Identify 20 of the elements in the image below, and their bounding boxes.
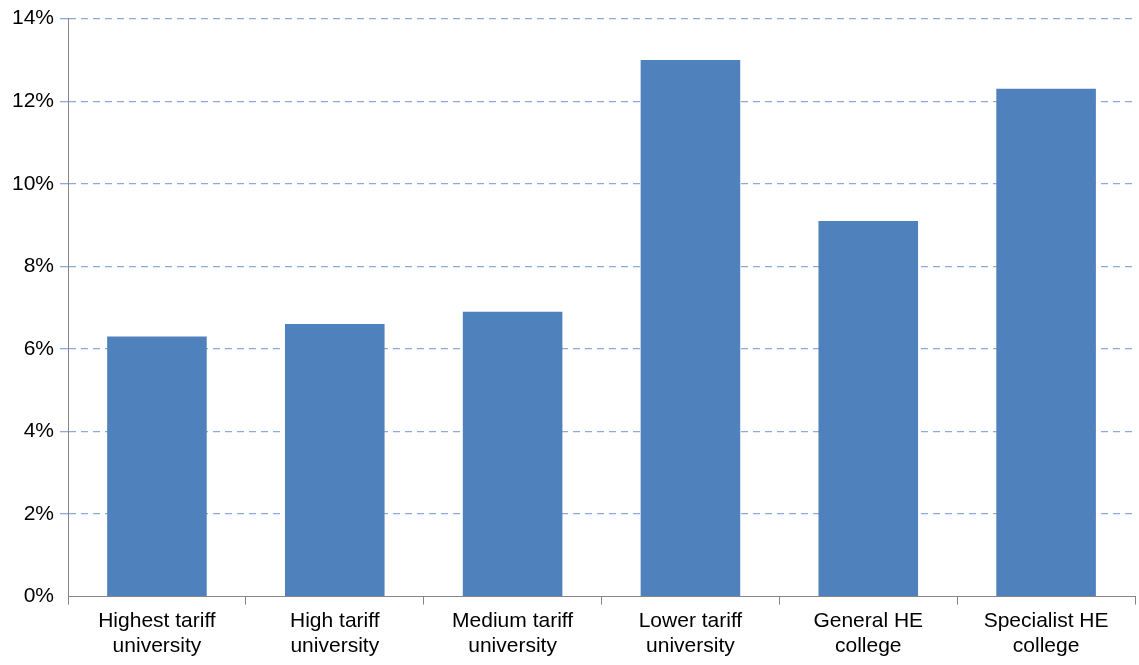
y-tick-label: 8%: [23, 253, 55, 277]
bar: [640, 59, 741, 596]
bar: [462, 311, 563, 596]
y-tick-label: 14%: [12, 5, 55, 29]
x-tick-label: Lower tariff university: [638, 608, 743, 657]
bar: [107, 336, 207, 596]
y-tick-label: 0%: [23, 583, 55, 607]
x-tick-label: Highest tariff university: [98, 608, 216, 657]
y-tick-label: 12%: [12, 87, 55, 111]
y-tick-label: 2%: [23, 500, 55, 524]
x-tick-label: General HE college: [813, 608, 924, 657]
y-tick-label: 10%: [12, 170, 55, 194]
bar: [284, 324, 385, 596]
x-tick-label: Medium tariff university: [452, 608, 574, 657]
y-tick-label: 4%: [23, 418, 55, 442]
bar: [996, 88, 1096, 596]
x-tick-label: High tariff university: [290, 608, 380, 657]
bar: [818, 220, 919, 596]
y-tick-label: 6%: [23, 335, 55, 359]
x-tick-label: Specialist HE college: [983, 608, 1109, 657]
